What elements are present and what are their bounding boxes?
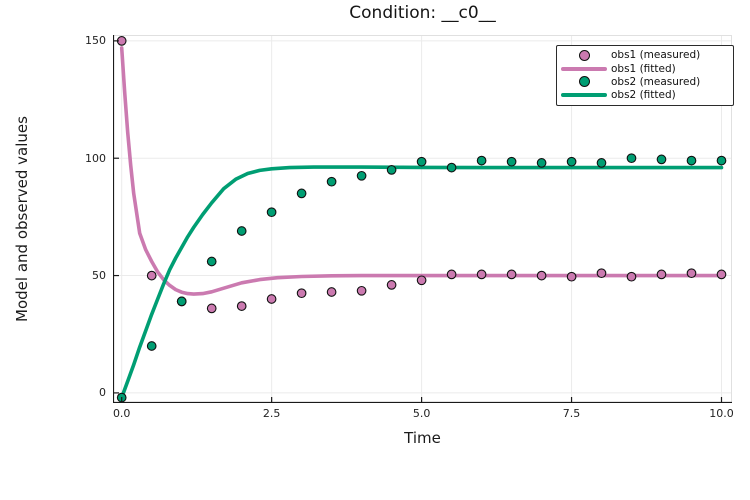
obs2-measured-point	[506, 156, 517, 167]
obs1-measured-point	[716, 269, 727, 280]
chart-title: Condition: __c0__	[349, 3, 496, 23]
legend-label: obs1 (measured)	[611, 49, 701, 62]
obs1-measured-point	[206, 303, 217, 314]
obs2-measured-point	[176, 296, 187, 307]
legend-entry: obs1 (fitted)	[557, 62, 733, 75]
legend-swatch-column	[557, 76, 611, 88]
obs2-measured-point	[596, 158, 607, 168]
obs1-measured-point	[506, 269, 517, 280]
x-tick-label: 5.0	[412, 407, 431, 420]
obs1-measured-point	[146, 270, 157, 281]
obs1-fitted-line	[119, 46, 724, 296]
obs2-measured-point	[686, 155, 697, 166]
obs2-measured-point	[476, 155, 487, 166]
obs2-measured-point	[656, 154, 667, 165]
obs2-measured-point	[146, 341, 157, 351]
legend-entry: obs1 (measured)	[557, 49, 733, 62]
obs1-measured-point	[626, 271, 637, 282]
obs1-measured-point	[236, 301, 247, 311]
legend-line-swatch	[561, 66, 607, 72]
legend-marker-swatch	[578, 76, 590, 88]
obs2-measured-point	[326, 176, 337, 187]
obs2-measured-point	[716, 155, 727, 166]
obs2-measured-point	[236, 226, 247, 236]
legend-label: obs2 (measured)	[611, 75, 701, 88]
obs1-measured-point	[656, 269, 667, 280]
x-tick-label: 7.5	[562, 407, 581, 420]
obs1-measured-point	[296, 288, 307, 299]
y-axis-label: Model and observed values	[13, 116, 31, 322]
x-tick-label: 2.5	[262, 407, 281, 420]
y-tick-label: 100	[85, 151, 106, 165]
legend: obs1 (measured) obs1 (fitted) obs2 (measur…	[556, 45, 734, 106]
obs2-measured-point	[386, 165, 397, 175]
obs2-measured-point	[416, 156, 427, 167]
y-tick-label: 150	[85, 34, 106, 48]
x-tick-label: 10.0	[709, 407, 734, 420]
x-tick-label: 0.0	[112, 407, 131, 420]
legend-marker-swatch	[578, 50, 590, 62]
obs1-measured-point	[326, 287, 337, 297]
legend-label: obs1 (fitted)	[611, 62, 676, 75]
obs2-measured-point	[356, 170, 367, 181]
legend-swatch-column	[557, 66, 611, 72]
obs2-measured-point	[206, 256, 217, 267]
legend-entry: obs2 (fitted)	[557, 89, 733, 102]
obs1-measured-point	[266, 294, 277, 304]
obs1-measured-point	[446, 269, 457, 280]
obs1-measured-point	[476, 269, 487, 280]
plot-area	[113, 35, 732, 403]
obs1-measured-point	[536, 270, 547, 281]
legend-line-swatch	[561, 92, 607, 98]
obs1-measured-point	[566, 271, 577, 282]
obs1-measured-point	[416, 275, 427, 286]
obs2-measured-point	[626, 153, 637, 164]
obs2-measured-point	[266, 207, 277, 218]
obs2-measured-point	[446, 162, 457, 173]
legend-swatch-column	[557, 50, 611, 62]
obs1-measured-point	[686, 268, 697, 279]
obs2-measured-point	[296, 188, 307, 199]
x-axis-label: Time	[404, 429, 441, 447]
obs1-measured-point	[356, 285, 367, 296]
legend-swatch-column	[557, 92, 611, 98]
y-tick-label: 50	[92, 269, 106, 283]
obs1-measured-point	[386, 280, 397, 290]
obs2-measured-point	[536, 158, 547, 168]
y-tick-label: 0	[99, 386, 106, 400]
obs2-fitted-line	[119, 165, 724, 400]
obs2-measured-point	[566, 156, 577, 167]
obs1-measured-point	[596, 268, 607, 279]
legend-label: obs2 (fitted)	[611, 88, 676, 101]
legend-entry: obs2 (measured)	[557, 75, 733, 88]
